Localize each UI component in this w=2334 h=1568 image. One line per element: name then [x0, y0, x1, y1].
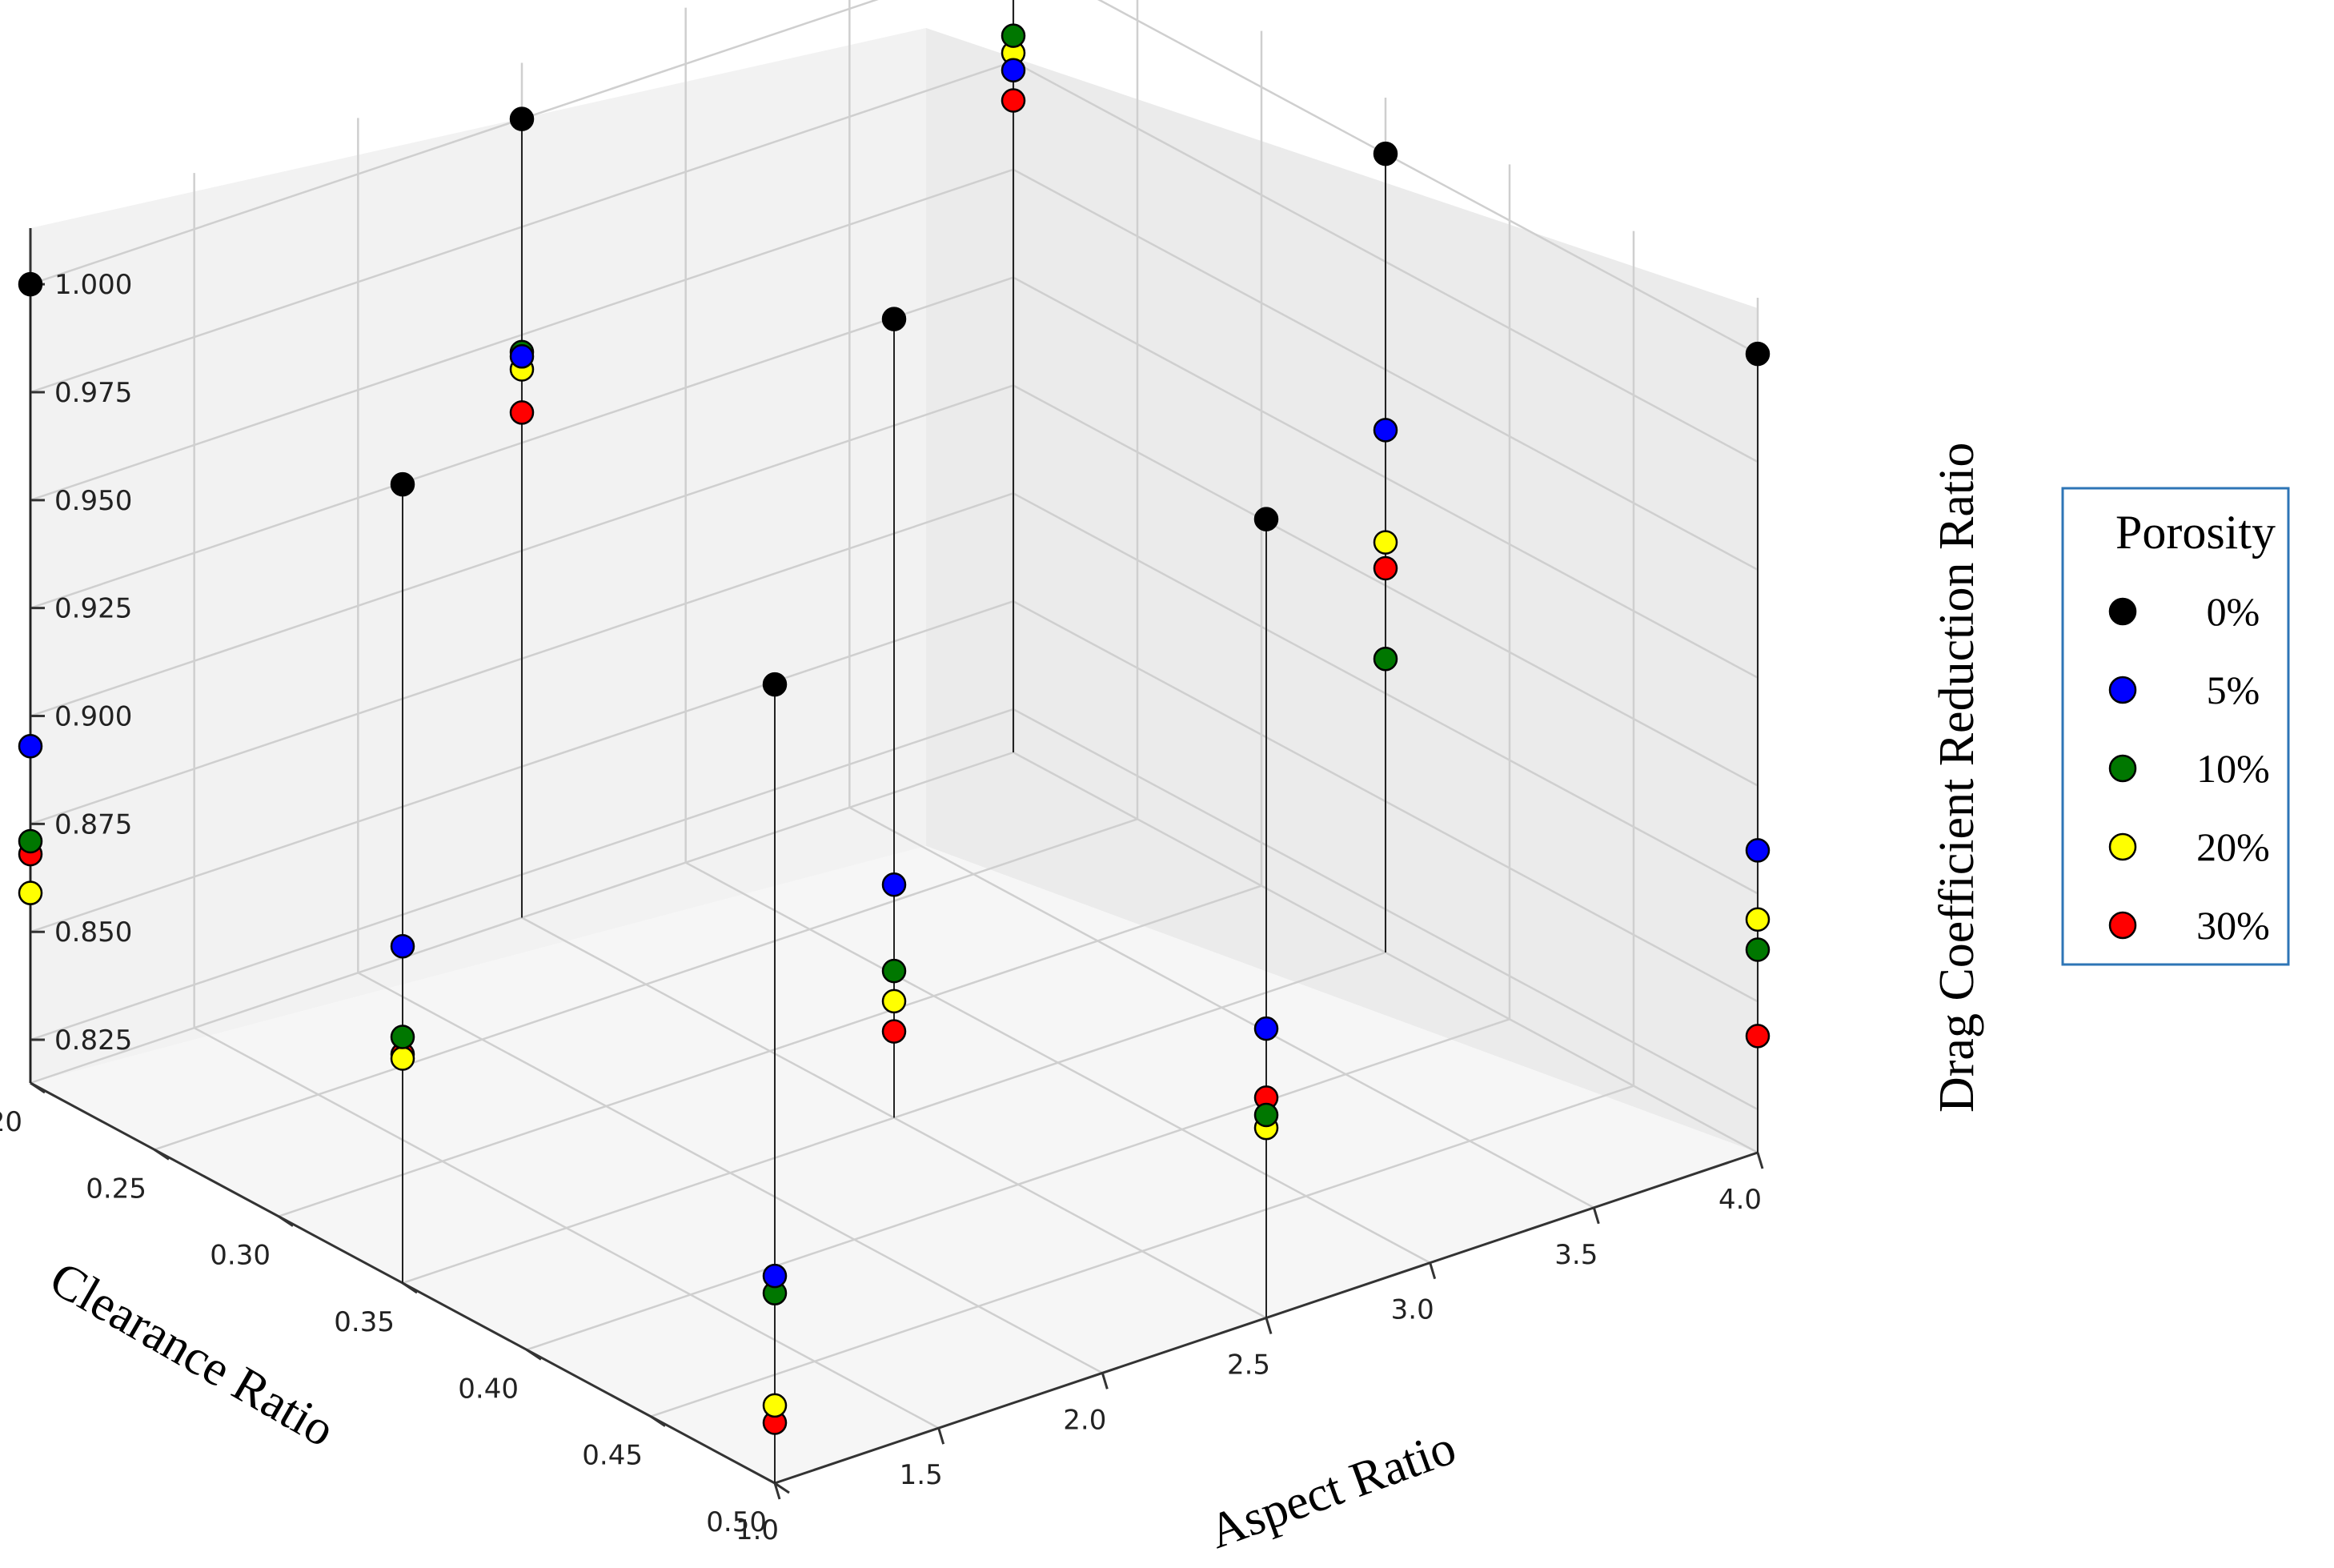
data-point-20pct — [762, 1393, 788, 1418]
y-tick-mark — [1592, 1207, 1600, 1225]
data-point-5pct — [1253, 1016, 1279, 1041]
legend-title: Porosity — [2115, 506, 2276, 559]
legend-marker — [2108, 676, 2137, 704]
data-point-10pct — [18, 828, 43, 854]
data-point-20pct — [18, 880, 43, 905]
z-tick-label: 0.850 — [54, 916, 132, 948]
data-point-5pct — [1745, 838, 1771, 863]
z-tick-label: 0.925 — [54, 593, 132, 625]
legend-label: 0% — [2207, 589, 2260, 634]
data-point-0pct — [18, 271, 43, 297]
right-back-pane — [926, 28, 1758, 1153]
data-point-0pct — [509, 106, 535, 131]
z-tick-label: 1.000 — [54, 269, 132, 301]
stem-lines — [30, 0, 1759, 1483]
data-point-0pct — [762, 672, 788, 697]
floor-gridline — [194, 1027, 940, 1430]
data-point-10pct — [1001, 23, 1026, 48]
data-point-20pct — [1373, 530, 1398, 555]
legend-label: 20% — [2196, 824, 2270, 869]
z-tick-label: 0.900 — [54, 701, 132, 733]
y-tick-mark — [1756, 1152, 1764, 1169]
floor-gridline — [685, 861, 1431, 1264]
x-tick-mark — [650, 1415, 666, 1427]
y-tick-label: 3.0 — [1391, 1294, 1434, 1326]
z-tick-label: 0.825 — [54, 1025, 132, 1057]
legend-marker — [2108, 911, 2137, 940]
x-tick-label: 0.25 — [86, 1173, 146, 1205]
y-tick-mark — [937, 1427, 945, 1445]
legend-marker — [2108, 597, 2137, 626]
floor-pane — [30, 846, 1758, 1483]
y-axis-label: Aspect Ratio — [1202, 1420, 1463, 1559]
legend-box — [2061, 487, 2290, 966]
x-tick-label: 0.35 — [334, 1306, 395, 1338]
y-tick-mark — [1101, 1372, 1109, 1390]
z-tick-label: 0.950 — [54, 485, 132, 517]
x-tick-label: 0.40 — [458, 1373, 519, 1405]
x-tick-label: 0.45 — [582, 1440, 643, 1472]
x-tick-label: 0.30 — [210, 1240, 271, 1272]
x-tick-mark — [402, 1281, 418, 1294]
data-point-30pct — [509, 400, 535, 425]
data-point-10pct — [1253, 1102, 1279, 1128]
data-point-0pct — [1745, 341, 1771, 367]
x-tick-mark — [278, 1215, 294, 1227]
data-point-10pct — [1373, 646, 1398, 672]
x-tick-mark — [30, 1081, 46, 1094]
x-tick-label: 0.20 — [0, 1106, 22, 1138]
legend-label: 10% — [2196, 746, 2270, 791]
y-tick-label: 3.5 — [1554, 1239, 1598, 1271]
y-tick-label: 1.5 — [900, 1459, 943, 1491]
legend-label: 30% — [2196, 903, 2270, 948]
data-point-5pct — [390, 934, 415, 959]
legend-items: 0% 5% 10% 20% 30% — [2108, 589, 2270, 948]
y-tick-label: 1.0 — [736, 1514, 779, 1546]
legend-marker — [2108, 832, 2137, 861]
data-point-0pct — [1253, 507, 1279, 531]
legend-marker — [2108, 754, 2137, 783]
left-back-pane — [30, 28, 926, 1083]
legend-label: 5% — [2207, 668, 2260, 712]
z-tick-label: 0.975 — [54, 377, 132, 409]
data-point-5pct — [18, 734, 43, 759]
data-point-30pct — [1745, 1024, 1771, 1049]
data-point-5pct — [1373, 418, 1398, 443]
data-point-5pct — [881, 872, 907, 897]
x-tick-mark — [774, 1482, 790, 1494]
x-tick-mark — [154, 1149, 170, 1161]
data-points — [18, 23, 1771, 1435]
data-point-5pct — [762, 1263, 788, 1289]
data-point-10pct — [1745, 937, 1771, 962]
data-point-30pct — [1001, 88, 1026, 113]
floor-gridline — [357, 972, 1103, 1374]
y-tick-label: 2.5 — [1227, 1349, 1270, 1382]
floor-gridline — [848, 806, 1594, 1209]
data-point-20pct — [1745, 907, 1771, 932]
z-tick-label: 0.875 — [54, 808, 132, 840]
z-axis-label: Drag Coefficient Reduction Ratio — [1930, 443, 1984, 1113]
data-point-0pct — [390, 471, 415, 497]
data-point-20pct — [881, 989, 907, 1014]
tick-labels: 0.20 0.25 0.30 0.35 0.40 0.45 0.501.0 1.5 2.0 2.5… — [0, 269, 1764, 1546]
x-tick-label: 0.50 — [706, 1506, 767, 1538]
x-tick-mark — [526, 1349, 542, 1361]
data-point-30pct — [1373, 555, 1398, 581]
data-point-5pct — [1001, 58, 1026, 83]
data-point-10pct — [881, 958, 907, 984]
data-point-0pct — [881, 307, 907, 331]
data-point-0pct — [1373, 141, 1398, 166]
y-tick-mark — [1429, 1262, 1437, 1280]
data-point-5pct — [509, 344, 535, 369]
y-tick-label: 4.0 — [1718, 1184, 1762, 1216]
data-point-30pct — [881, 1019, 907, 1044]
y-tick-mark — [773, 1482, 781, 1500]
legend: Porosity 0% 5% 10% 20% 30% — [2061, 487, 2290, 966]
x-axis-label: Clearance Ratio — [41, 1251, 343, 1458]
y-tick-label: 2.0 — [1063, 1404, 1106, 1436]
data-point-20pct — [390, 1046, 415, 1071]
data-point-10pct — [390, 1025, 415, 1049]
y-tick-mark — [1265, 1317, 1273, 1334]
